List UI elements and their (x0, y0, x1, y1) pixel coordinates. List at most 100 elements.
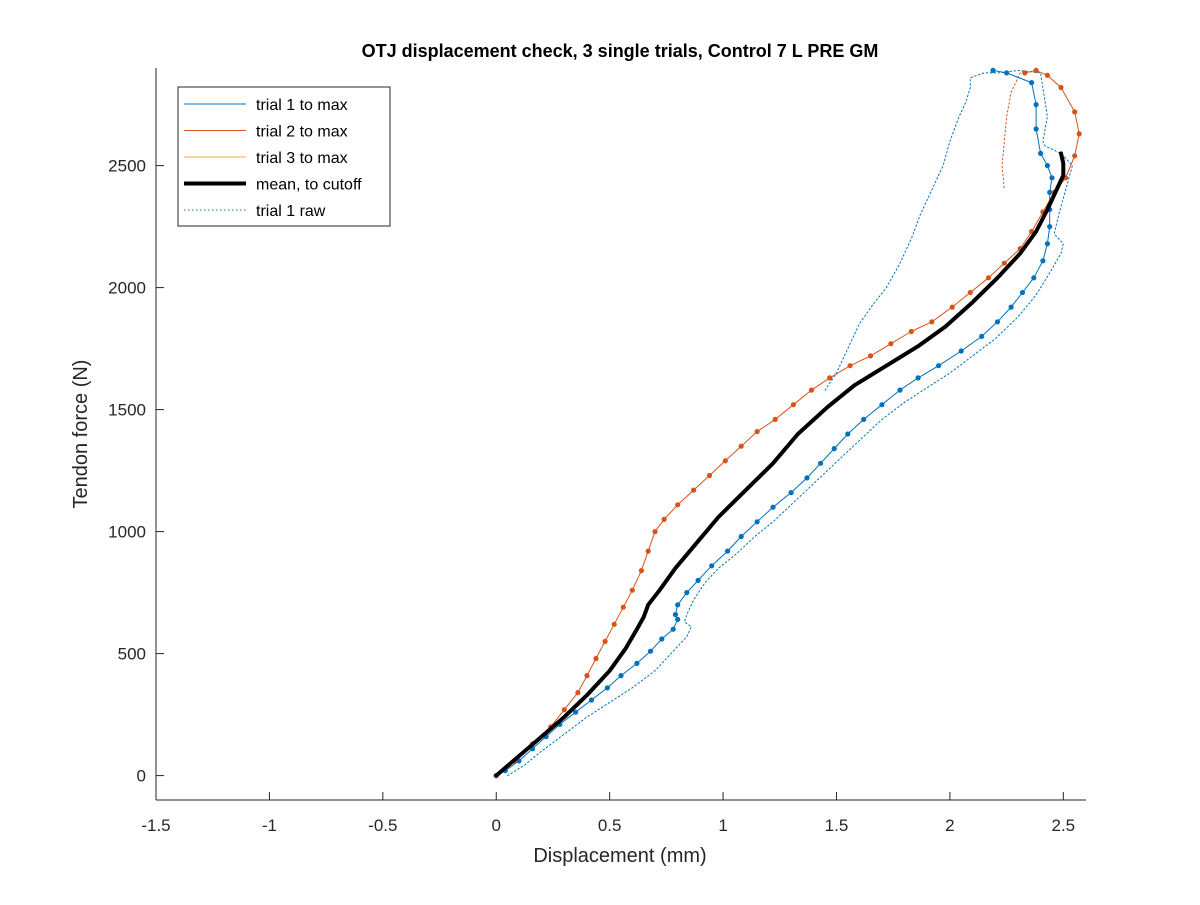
data-point-trial-1-to-max (1045, 241, 1050, 246)
y-tick-label: 2000 (108, 279, 146, 298)
data-point-trial-2-to-max (1045, 73, 1050, 78)
data-point-trial-2-to-max (827, 375, 832, 380)
data-point-trial-1-to-max (818, 461, 823, 466)
data-point-trial-2-to-max (868, 353, 873, 358)
data-point-trial-2-to-max (593, 656, 598, 661)
series-line-trial-1-to-max (496, 70, 1052, 775)
data-point-trial-1-to-max (739, 534, 744, 539)
data-point-trial-2-to-max (1077, 131, 1082, 136)
data-point-trial-1-to-max (1045, 163, 1050, 168)
data-point-trial-1-to-max (659, 636, 664, 641)
data-point-trial-1-to-max (725, 549, 730, 554)
data-point-trial-2-to-max (675, 502, 680, 507)
data-point-trial-1-to-max (1040, 258, 1045, 263)
data-point-trial-1-to-max (897, 388, 902, 393)
data-point-trial-1-to-max (1020, 290, 1025, 295)
data-point-trial-1-to-max (1034, 102, 1039, 107)
data-point-trial-1-to-max (789, 490, 794, 495)
y-tick-label: 500 (118, 645, 146, 664)
data-point-trial-2-to-max (968, 290, 973, 295)
data-point-trial-1-to-max (1031, 275, 1036, 280)
data-point-trial-2-to-max (621, 605, 626, 610)
data-point-trial-2-to-max (646, 549, 651, 554)
x-axis-label: Displacement (mm) (533, 845, 706, 867)
data-point-trial-1-to-max (618, 673, 623, 678)
data-point-trial-2-to-max (773, 417, 778, 422)
data-point-trial-1-to-max (709, 563, 714, 568)
data-point-trial-2-to-max (739, 444, 744, 449)
data-point-trial-1-to-max (1047, 190, 1052, 195)
data-point-trial-1-to-max (959, 348, 964, 353)
x-tick-label: -0.5 (368, 816, 397, 835)
data-point-trial-1-to-max (755, 519, 760, 524)
x-tick-label: 0 (492, 816, 501, 835)
data-point-trial-1-to-max (1047, 224, 1052, 229)
data-point-trial-2-to-max (662, 517, 667, 522)
data-point-trial-1-to-max (648, 649, 653, 654)
data-point-trial-2-to-max (909, 329, 914, 334)
data-point-trial-1-to-max (675, 602, 680, 607)
y-axis-label: Tendon force (N) (70, 360, 92, 509)
x-tick-label: 2 (945, 816, 954, 835)
series-line-trial-2-to-max (496, 70, 1079, 775)
data-point-trial-2-to-max (888, 341, 893, 346)
data-point-trial-2-to-max (691, 488, 696, 493)
data-point-trial-1-to-max (845, 431, 850, 436)
data-point-trial-2-to-max (986, 275, 991, 280)
data-point-trial-1-to-max (589, 697, 594, 702)
legend: trial 1 to max trial 2 to max trial 3 to m… (178, 87, 390, 226)
y-tick-label: 1000 (108, 523, 146, 542)
data-point-trial-2-to-max (950, 305, 955, 310)
data-point-trial-1-to-max (1049, 175, 1054, 180)
data-point-trial-2-to-max (652, 529, 657, 534)
data-point-trial-2-to-max (1058, 85, 1063, 90)
series-line-trial-1-raw (508, 70, 1073, 775)
x-tick-label: -1 (262, 816, 277, 835)
data-point-trial-2-to-max (707, 473, 712, 478)
data-point-trial-1-to-max (1009, 305, 1014, 310)
data-point-trial-2-to-max (1034, 68, 1039, 73)
x-tick-label: 1 (718, 816, 727, 835)
data-point-trial-1-to-max (673, 612, 678, 617)
data-point-trial-2-to-max (1002, 261, 1007, 266)
data-point-trial-1-to-max (990, 68, 995, 73)
data-point-trial-2-to-max (755, 429, 760, 434)
data-point-trial-1-to-max (696, 578, 701, 583)
x-tick-label: 0.5 (598, 816, 622, 835)
data-point-trial-1-to-max (1038, 151, 1043, 156)
data-point-trial-2-to-max (1022, 70, 1027, 75)
data-point-trial-2-to-max (848, 363, 853, 368)
y-tick-label: 2500 (108, 157, 146, 176)
data-point-trial-1-to-max (916, 375, 921, 380)
data-point-trial-2-to-max (612, 622, 617, 627)
data-point-trial-2-to-max (1072, 153, 1077, 158)
x-tick-label: -1.5 (141, 816, 170, 835)
data-point-trial-2-to-max (562, 707, 567, 712)
data-point-trial-1-to-max (634, 661, 639, 666)
data-point-trial-2-to-max (575, 690, 580, 695)
data-point-trial-1-to-max (804, 475, 809, 480)
data-point-trial-2-to-max (723, 458, 728, 463)
data-point-trial-1-to-max (684, 590, 689, 595)
data-point-trial-2-to-max (603, 639, 608, 644)
data-point-trial-2-to-max (1072, 109, 1077, 114)
data-point-trial-2-to-max (809, 388, 814, 393)
legend-label: trial 1 to max (256, 97, 348, 114)
series-line-trial-2-return (1002, 73, 1020, 190)
data-point-trial-1-to-max (671, 627, 676, 632)
legend-label: trial 1 raw (256, 203, 326, 220)
data-point-trial-2-to-max (630, 588, 635, 593)
legend-label: trial 2 to max (256, 124, 348, 141)
data-point-trial-2-to-max (929, 319, 934, 324)
data-point-trial-2-to-max (584, 673, 589, 678)
data-point-trial-1-to-max (1004, 70, 1009, 75)
legend-label: mean, to cutoff (256, 177, 362, 194)
legend-label: trial 3 to max (256, 150, 348, 167)
series-line-mean-to-cutoff (496, 153, 1063, 775)
data-point-trial-1-to-max (832, 446, 837, 451)
data-point-trial-1-to-max (1029, 80, 1034, 85)
chart-title: OTJ displacement check, 3 single trials,… (362, 41, 879, 61)
x-tick-label: 1.5 (825, 816, 849, 835)
